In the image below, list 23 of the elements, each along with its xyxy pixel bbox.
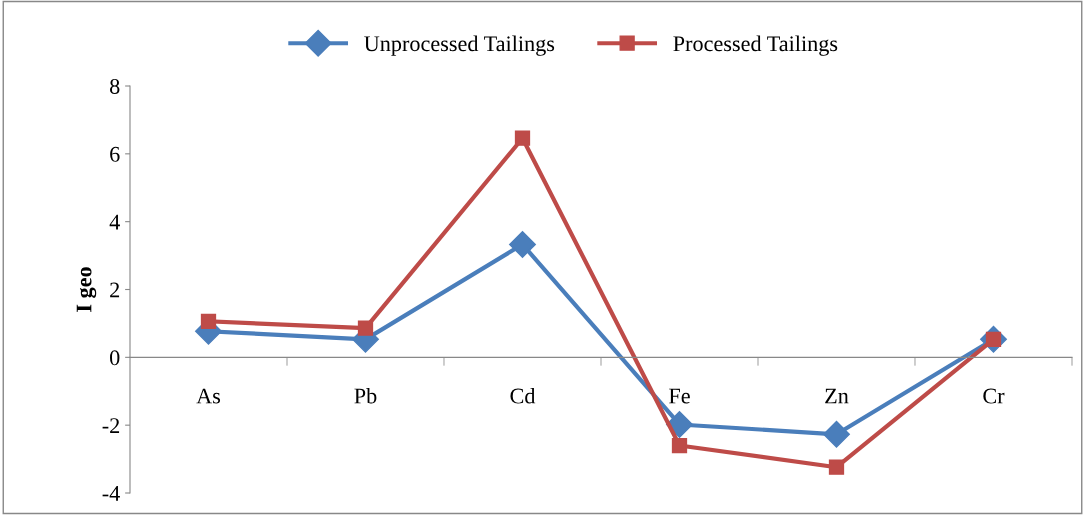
point xyxy=(357,320,374,336)
y-tick-label: -4 xyxy=(102,486,120,501)
point xyxy=(200,313,217,330)
legend-label: Processed Tailings xyxy=(673,35,838,56)
y-tick-label: 8 xyxy=(110,78,120,94)
point xyxy=(671,437,688,454)
y-tick-label: 0 xyxy=(110,350,120,366)
point xyxy=(509,230,536,258)
x-tick-label: Fe xyxy=(669,388,690,404)
y-tick-label: 6 xyxy=(110,146,120,162)
y-axis-title: I geo xyxy=(76,267,97,312)
point xyxy=(828,459,845,475)
y-tick-label: 2 xyxy=(110,282,120,298)
legend-label: Unprocessed Tailings xyxy=(364,35,555,56)
x-tick-label: Zn xyxy=(825,388,849,404)
x-tick-label: Cr xyxy=(983,388,1005,404)
y-tick-label: -2 xyxy=(102,418,120,433)
point xyxy=(514,130,531,146)
x-tick-label: Pb xyxy=(354,387,377,404)
point xyxy=(823,420,850,448)
x-tick-label: Cd xyxy=(510,387,536,404)
x-tick-label: As xyxy=(196,388,221,404)
y-tick-label: 4 xyxy=(109,214,120,230)
